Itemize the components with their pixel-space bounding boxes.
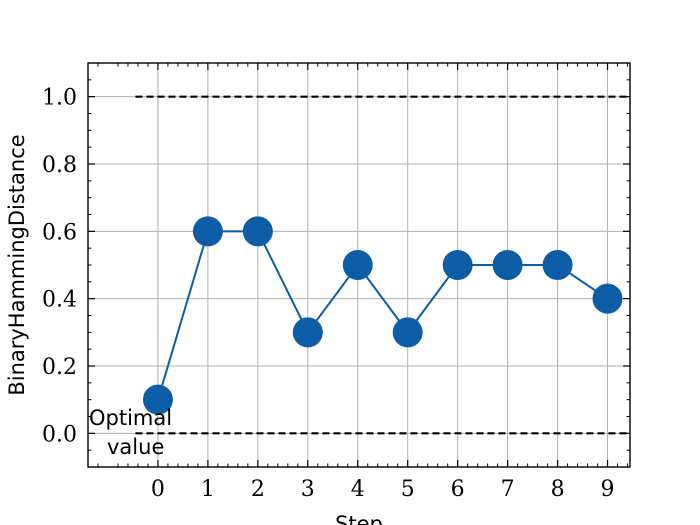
x-tick-label: 3 — [301, 477, 315, 502]
annotation-line-1: Optimal — [89, 406, 172, 430]
data-point — [592, 283, 623, 314]
data-point — [292, 317, 323, 348]
data-point — [242, 216, 273, 247]
x-tick-label: 9 — [601, 477, 615, 502]
annotation-line-2: value — [107, 435, 164, 459]
data-point — [192, 216, 223, 247]
x-tick-label: 1 — [201, 477, 215, 502]
y-tick-label: 0.0 — [42, 422, 77, 447]
x-tick-label: 5 — [401, 477, 415, 502]
y-tick-label: 0.4 — [42, 288, 77, 313]
y-tick-label: 0.6 — [42, 220, 77, 245]
x-tick-label: 2 — [251, 477, 265, 502]
data-point — [392, 317, 423, 348]
data-point — [442, 250, 473, 280]
data-point — [542, 250, 573, 280]
x-tick-labels: 0 1 2 3 4 5 6 7 8 9 — [151, 477, 615, 502]
y-tick-label: 1.0 — [42, 86, 77, 111]
y-tick-labels: 0.0 0.2 0.4 0.6 0.8 1.0 — [42, 86, 77, 448]
x-tick-label: 6 — [451, 477, 465, 502]
axis-ticks — [88, 62, 630, 468]
x-tick-label: 7 — [501, 477, 515, 502]
reference-lines — [135, 95, 630, 435]
x-tick-label: 4 — [351, 477, 365, 502]
y-tick-label: 0.2 — [42, 355, 77, 380]
x-tick-label: 8 — [551, 477, 565, 502]
x-axis-title: Step — [335, 512, 383, 525]
data-series — [142, 216, 623, 415]
data-point — [492, 250, 523, 280]
x-tick-label: 0 — [151, 477, 165, 502]
data-point — [342, 250, 373, 280]
y-tick-label: 0.8 — [42, 153, 77, 178]
series-line — [156, 230, 609, 400]
y-axis-title: BinaryHammingDistance — [5, 134, 29, 395]
data-point — [142, 384, 173, 415]
